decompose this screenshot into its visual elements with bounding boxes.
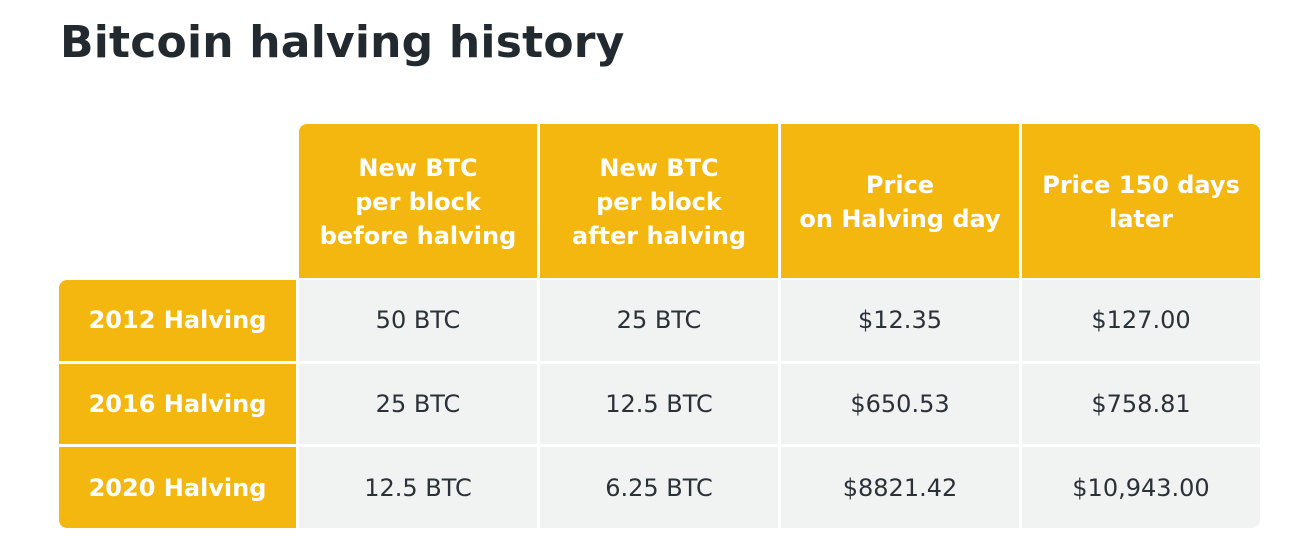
table-cell: 25 BTC xyxy=(540,280,778,361)
halving-table: New BTC per block before halving New BTC… xyxy=(59,124,1260,528)
row-label: 2012 Halving xyxy=(59,280,296,361)
header-btc-before-halving: New BTC per block before halving xyxy=(299,124,537,278)
table-cell: $650.53 xyxy=(781,363,1019,445)
table-row: 2012 Halving 50 BTC 25 BTC $12.35 $127.0… xyxy=(59,280,1260,361)
table-cell: $127.00 xyxy=(1022,280,1260,361)
table-row: 2016 Halving 25 BTC 12.5 BTC $650.53 $75… xyxy=(59,363,1260,445)
page-title: Bitcoin halving history xyxy=(60,17,625,68)
table-cell: 12.5 BTC xyxy=(540,363,778,445)
table-header-row: New BTC per block before halving New BTC… xyxy=(299,124,1260,278)
table-cell: $758.81 xyxy=(1022,363,1260,445)
table-cell: 50 BTC xyxy=(299,280,537,361)
table-cell: 6.25 BTC xyxy=(540,447,778,528)
table-cell: 25 BTC xyxy=(299,363,537,445)
table-cell: $12.35 xyxy=(781,280,1019,361)
table-row: 2020 Halving 12.5 BTC 6.25 BTC $8821.42 … xyxy=(59,447,1260,528)
table-cell: 12.5 BTC xyxy=(299,447,537,528)
header-price-150-days-later: Price 150 days later xyxy=(1022,124,1260,278)
header-price-halving-day: Price on Halving day xyxy=(781,124,1019,278)
row-label: 2016 Halving xyxy=(59,363,296,445)
table-cell: $10,943.00 xyxy=(1022,447,1260,528)
header-btc-after-halving: New BTC per block after halving xyxy=(540,124,778,278)
table-cell: $8821.42 xyxy=(781,447,1019,528)
table-body: 2012 Halving 50 BTC 25 BTC $12.35 $127.0… xyxy=(59,280,1260,528)
row-label: 2020 Halving xyxy=(59,447,296,528)
